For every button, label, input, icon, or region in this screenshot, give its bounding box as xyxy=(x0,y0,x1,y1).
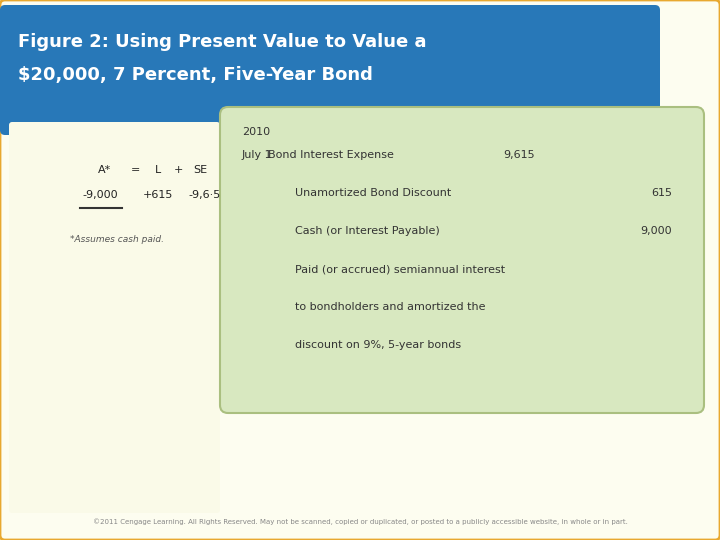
Text: 615: 615 xyxy=(651,188,672,198)
Text: SE: SE xyxy=(193,165,207,175)
Text: +615: +615 xyxy=(143,190,174,200)
Text: 9,615: 9,615 xyxy=(503,150,535,160)
Text: -9,6·5: -9,6·5 xyxy=(189,190,221,200)
Text: -9,000: -9,000 xyxy=(82,190,118,200)
Text: 2010: 2010 xyxy=(242,127,270,137)
Text: +: + xyxy=(174,165,183,175)
Text: to bondholders and amortized the: to bondholders and amortized the xyxy=(295,302,485,312)
Text: discount on 9%, 5-year bonds: discount on 9%, 5-year bonds xyxy=(295,340,461,350)
Text: *Assumes cash paid.: *Assumes cash paid. xyxy=(70,235,164,245)
Text: =: = xyxy=(130,165,140,175)
Text: Figure 2: Using Present Value to Value a: Figure 2: Using Present Value to Value a xyxy=(18,33,426,51)
Text: July 1: July 1 xyxy=(242,150,273,160)
FancyBboxPatch shape xyxy=(220,107,704,413)
Text: Unamortized Bond Discount: Unamortized Bond Discount xyxy=(295,188,451,198)
Bar xyxy=(5,90,655,130)
Text: ©2011 Cengage Learning. All Rights Reserved. May not be scanned, copied or dupli: ©2011 Cengage Learning. All Rights Reser… xyxy=(93,518,627,525)
Text: L: L xyxy=(155,165,161,175)
Text: A*: A* xyxy=(99,165,112,175)
Text: 9,000: 9,000 xyxy=(640,226,672,236)
Text: Bond Interest Expense: Bond Interest Expense xyxy=(268,150,394,160)
FancyBboxPatch shape xyxy=(0,5,660,135)
FancyBboxPatch shape xyxy=(9,122,220,513)
Text: Paid (or accrued) semiannual interest: Paid (or accrued) semiannual interest xyxy=(295,264,505,274)
Text: $20,000, 7 Percent, Five-Year Bond: $20,000, 7 Percent, Five-Year Bond xyxy=(18,66,373,84)
Text: Cash (or Interest Payable): Cash (or Interest Payable) xyxy=(295,226,440,236)
